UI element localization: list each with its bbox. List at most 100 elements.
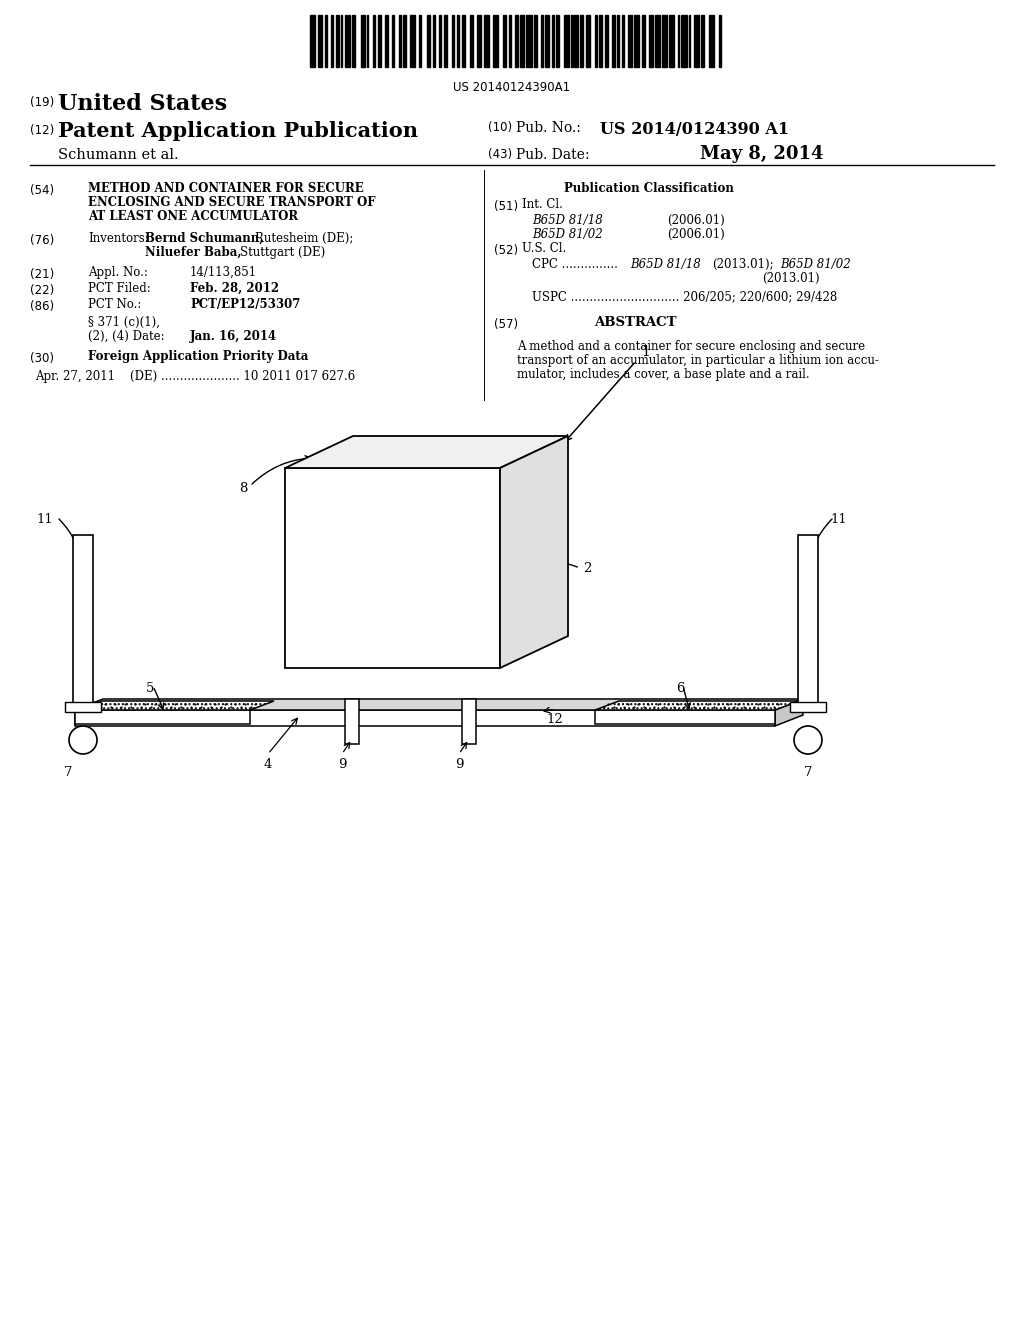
Polygon shape	[75, 700, 803, 710]
Bar	[352, 15, 355, 67]
Bar	[534, 15, 537, 67]
Text: (51): (51)	[494, 201, 518, 213]
Polygon shape	[500, 436, 568, 668]
Bar	[462, 700, 476, 744]
Bar	[457, 15, 460, 67]
Bar	[689, 15, 690, 67]
Bar	[580, 15, 583, 67]
Text: 7: 7	[804, 766, 812, 779]
Text: (52): (52)	[494, 244, 518, 257]
Bar	[378, 15, 381, 67]
Text: (2013.01): (2013.01)	[762, 272, 819, 285]
Bar	[419, 15, 421, 67]
Text: (10): (10)	[488, 121, 512, 135]
Bar	[337, 15, 339, 67]
Bar	[392, 15, 393, 67]
Text: Schumann et al.: Schumann et al.	[58, 148, 178, 162]
Text: Feb. 28, 2012: Feb. 28, 2012	[190, 282, 280, 294]
Text: US 2014/0124390 A1: US 2014/0124390 A1	[600, 121, 790, 139]
Text: Rutesheim (DE);: Rutesheim (DE);	[255, 232, 353, 246]
Text: (43): (43)	[488, 148, 512, 161]
Text: 7: 7	[63, 766, 73, 779]
Bar	[599, 15, 602, 67]
Circle shape	[69, 726, 97, 754]
Bar	[526, 15, 531, 67]
Text: 11: 11	[830, 513, 847, 525]
Bar	[662, 15, 668, 67]
Text: 6: 6	[676, 682, 684, 696]
Text: PCT/EP12/53307: PCT/EP12/53307	[190, 298, 300, 312]
Text: PCT No.:: PCT No.:	[88, 298, 141, 312]
Bar	[344, 15, 347, 67]
Text: A method and a container for secure enclosing and secure: A method and a container for secure encl…	[517, 341, 865, 352]
Text: Int. Cl.: Int. Cl.	[522, 198, 563, 211]
Text: AT LEAST ONE ACCUMULATOR: AT LEAST ONE ACCUMULATOR	[88, 210, 298, 223]
Text: US 20140124390A1: US 20140124390A1	[454, 81, 570, 94]
Text: (76): (76)	[30, 234, 54, 247]
Bar	[693, 15, 699, 67]
Polygon shape	[775, 700, 803, 726]
Polygon shape	[75, 701, 274, 710]
Text: Apr. 27, 2011    (DE) ..................... 10 2011 017 627.6: Apr. 27, 2011 (DE) .....................…	[35, 370, 355, 383]
Bar	[325, 15, 328, 67]
Polygon shape	[790, 702, 826, 711]
Bar	[341, 15, 342, 67]
Text: 4: 4	[264, 758, 272, 771]
Text: B65D 81/02: B65D 81/02	[532, 228, 603, 242]
Text: Foreign Application Priority Data: Foreign Application Priority Data	[88, 350, 308, 363]
Bar	[443, 15, 446, 67]
Bar	[669, 15, 674, 67]
Polygon shape	[595, 701, 799, 710]
Bar	[318, 15, 323, 67]
Bar	[701, 15, 705, 67]
Bar	[605, 15, 608, 67]
Bar	[556, 15, 559, 67]
Text: Niluefer Baba,: Niluefer Baba,	[145, 246, 242, 259]
Bar	[367, 15, 369, 67]
Bar	[345, 700, 359, 744]
Bar	[399, 15, 400, 67]
Bar	[310, 15, 315, 67]
Text: (86): (86)	[30, 300, 54, 313]
Text: Inventors:: Inventors:	[88, 232, 148, 246]
Text: USPC ............................. 206/205; 220/600; 29/428: USPC ............................. 206/2…	[532, 290, 838, 304]
Text: mulator, includes a cover, a base plate and a rail.: mulator, includes a cover, a base plate …	[517, 368, 810, 381]
Polygon shape	[285, 436, 568, 469]
Polygon shape	[75, 710, 250, 723]
Text: (2006.01): (2006.01)	[667, 214, 725, 227]
Text: Patent Application Publication: Patent Application Publication	[58, 121, 418, 141]
Text: 12: 12	[547, 713, 563, 726]
Bar	[360, 15, 365, 67]
Bar	[654, 15, 660, 67]
Bar	[515, 15, 518, 67]
Bar	[427, 15, 430, 67]
Bar	[642, 15, 645, 67]
Bar	[622, 15, 624, 67]
Text: (57): (57)	[494, 318, 518, 331]
Text: B65D 81/18: B65D 81/18	[532, 214, 603, 227]
Text: B65D 81/02: B65D 81/02	[780, 257, 851, 271]
Text: May 8, 2014: May 8, 2014	[700, 145, 823, 162]
Bar	[331, 15, 333, 67]
Bar	[545, 15, 549, 67]
Text: CPC ...............: CPC ...............	[532, 257, 622, 271]
Bar	[470, 15, 473, 67]
Text: B65D 81/18: B65D 81/18	[630, 257, 700, 271]
Text: U.S. Cl.: U.S. Cl.	[522, 242, 566, 255]
Bar	[595, 15, 597, 67]
Bar	[503, 15, 507, 67]
Text: 11: 11	[36, 513, 53, 525]
Bar	[462, 15, 465, 67]
Text: ENCLOSING AND SECURE TRANSPORT OF: ENCLOSING AND SECURE TRANSPORT OF	[88, 195, 376, 209]
Circle shape	[794, 726, 822, 754]
Text: PCT Filed:: PCT Filed:	[88, 282, 151, 294]
Bar	[611, 15, 614, 67]
Bar	[678, 15, 679, 67]
Bar	[477, 15, 480, 67]
Text: transport of an accumulator, in particular a lithium ion accu-: transport of an accumulator, in particul…	[517, 354, 879, 367]
Text: 2: 2	[583, 561, 592, 574]
Text: Publication Classification: Publication Classification	[564, 182, 734, 195]
Text: Jan. 16, 2014: Jan. 16, 2014	[190, 330, 278, 343]
Polygon shape	[73, 535, 93, 710]
Bar	[563, 15, 569, 67]
